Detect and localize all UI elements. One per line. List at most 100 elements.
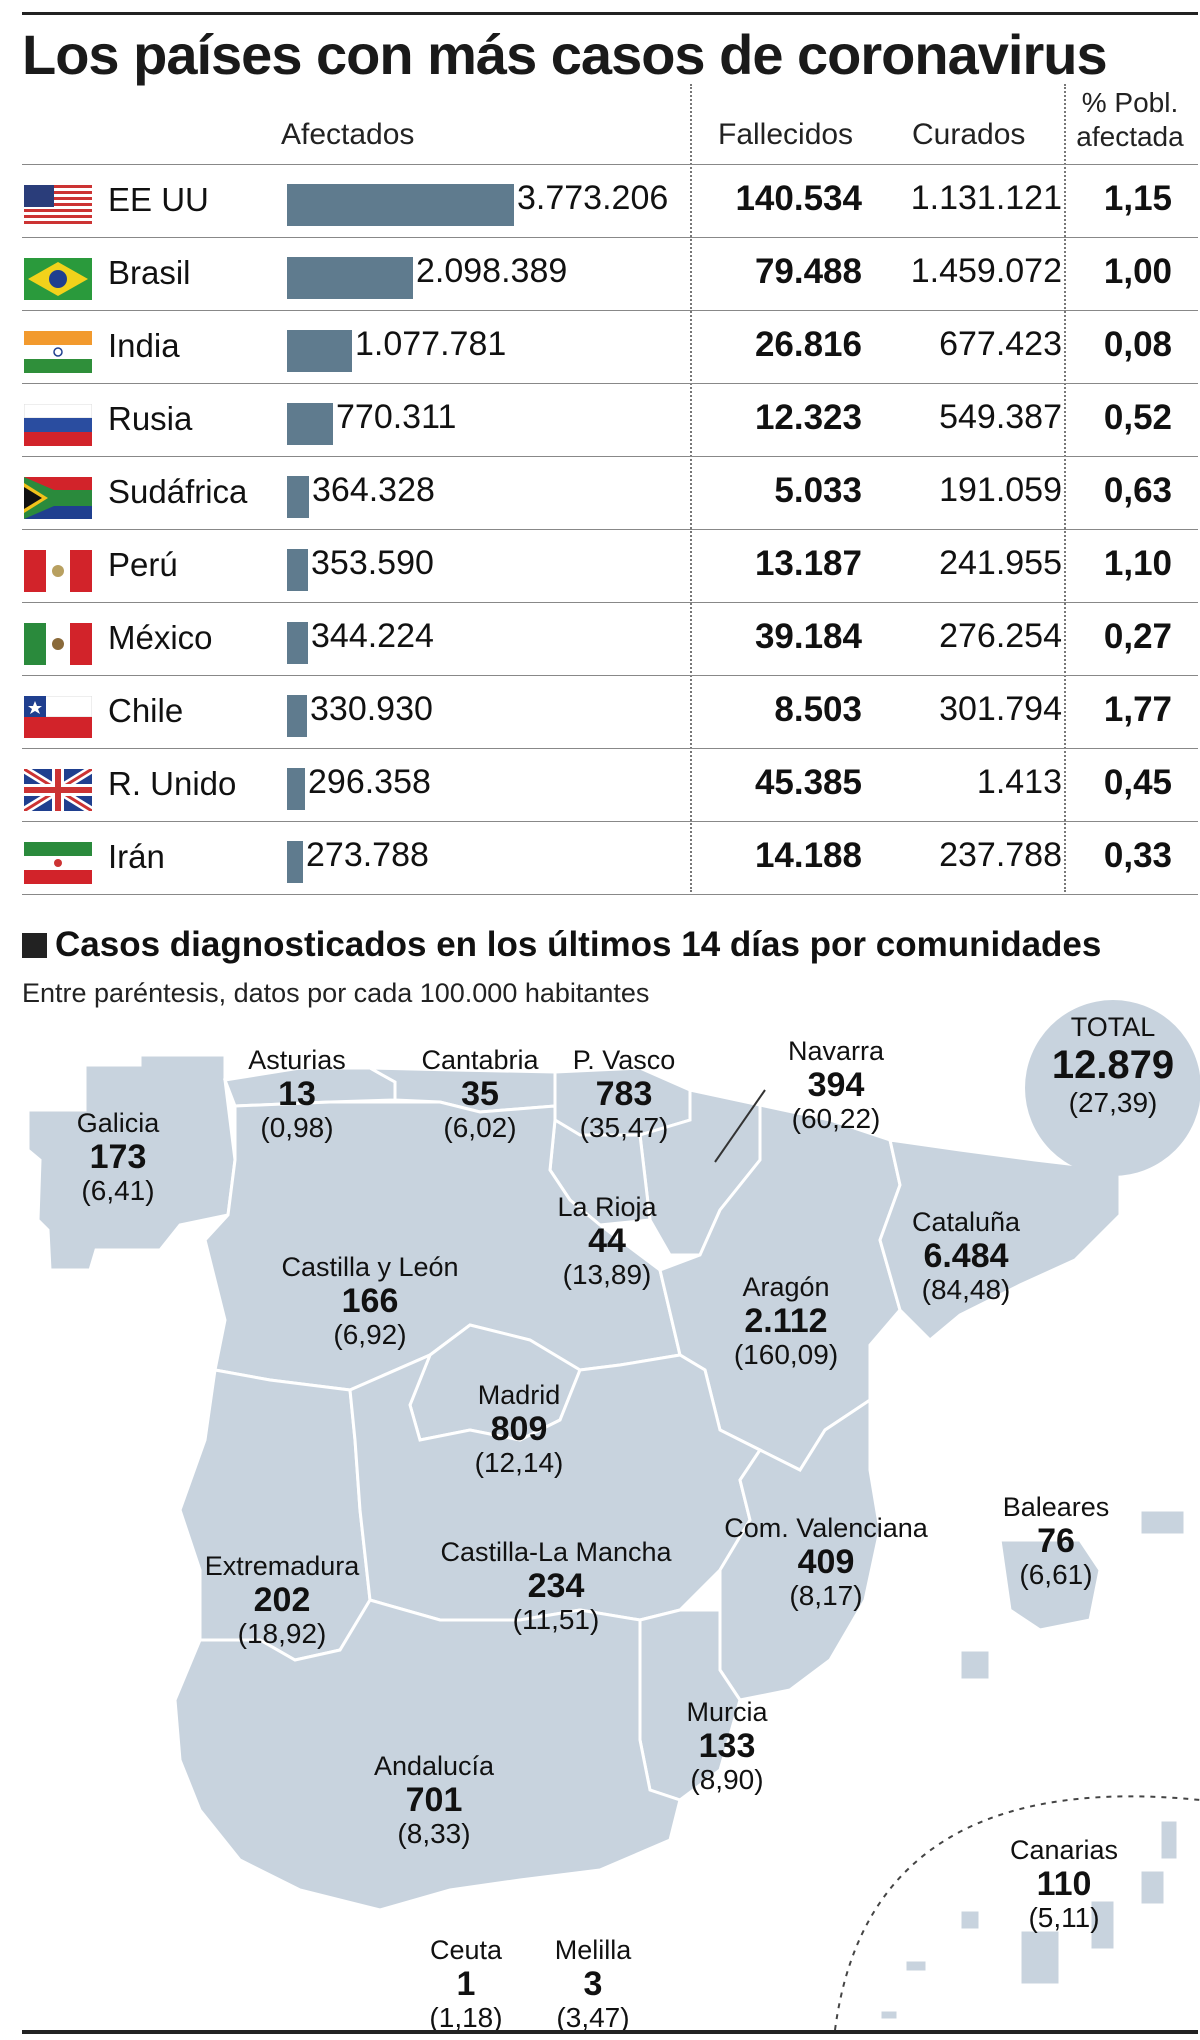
cured-value: 549.387: [939, 398, 1062, 436]
header-pct-line1: % Pobl.: [1081, 87, 1179, 118]
affected-bar: [287, 549, 308, 591]
region-cases: 1: [456, 1965, 476, 2003]
table-row: R. Unido 296.358 45.385 1.413 0,45: [21, 749, 1198, 822]
region-name: Melilla: [554, 1935, 632, 1965]
region-rate: (84,48): [921, 1274, 1011, 1305]
region-rate: (8,90): [690, 1764, 764, 1795]
region-label: Castilla-La Mancha 234 (11,51): [440, 1535, 671, 1637]
top-rule: [22, 12, 1198, 15]
section-title: Casos diagnosticados en los últimos 14 d…: [22, 925, 1101, 965]
region-label: Castilla y León 166 (6,92): [281, 1250, 458, 1352]
affected-bar: [287, 257, 413, 299]
region-cases: 173: [89, 1138, 147, 1176]
table-row: Perú 353.590 13.187 241.955 1,10: [22, 530, 1198, 603]
region-name: Castilla y León: [281, 1252, 459, 1282]
pct-value: 1,10: [1103, 544, 1172, 583]
region-rate: (6,02): [443, 1112, 517, 1143]
affected-value: 3.773.206: [517, 179, 669, 217]
region-cases: 110: [1036, 1865, 1092, 1903]
page-title: Los países con más casos de coronavirus: [22, 23, 1108, 86]
cured-value: 1.459.072: [910, 252, 1062, 290]
region-label: Navarra 394 (60,22): [788, 1034, 884, 1136]
region-rate: (8,17): [789, 1580, 863, 1611]
affected-bar: [287, 476, 309, 518]
region-label: P. Vasco 783 (35,47): [573, 1043, 676, 1145]
affected-bar: [287, 695, 307, 737]
region-cases: 409: [797, 1543, 855, 1581]
total-value: 12.879: [1051, 1043, 1175, 1087]
country-name: Perú: [108, 546, 178, 583]
pct-value: 0,45: [1103, 763, 1172, 802]
table-row: México 344.224 39.184 276.254 0,27: [22, 603, 1198, 676]
region-label: Madrid 809 (12,14): [475, 1378, 564, 1480]
affected-bar: [287, 841, 303, 883]
affected-bar: [287, 330, 352, 372]
brazil-flag-icon: [24, 258, 92, 300]
deaths-value: 12.323: [754, 398, 862, 437]
region-name: Extremadura: [204, 1551, 360, 1581]
country-name: México: [108, 619, 213, 656]
region-name: Madrid: [477, 1380, 561, 1410]
affected-value: 344.224: [311, 617, 434, 655]
deaths-value: 14.188: [754, 836, 862, 875]
deaths-value: 13.187: [754, 544, 862, 583]
affected-bar: [287, 184, 514, 226]
header-cured: Curados: [912, 118, 1026, 151]
column-divider: [1064, 84, 1066, 892]
affected-value: 330.930: [310, 690, 433, 728]
region-cases: 166: [341, 1282, 399, 1320]
region-label: Canarias 110 (5,11): [1010, 1833, 1118, 1935]
map-cataluna: [878, 1138, 1122, 1343]
cured-value: 677.423: [939, 325, 1062, 363]
pct-value: 0,52: [1103, 398, 1172, 437]
iran-flag-icon: [24, 842, 92, 884]
deaths-value: 8.503: [774, 690, 862, 729]
header-affected: Afectados: [281, 118, 415, 151]
region-label: Andalucía 701 (8,33): [374, 1749, 494, 1851]
table-row: EE UU 3.773.206 140.534 1.131.121 1,15: [22, 165, 1198, 238]
region-name: Canarias: [1009, 1835, 1119, 1865]
column-divider: [690, 84, 692, 892]
country-name: Irán: [108, 838, 165, 875]
header-deaths: Fallecidos: [718, 118, 854, 151]
region-rate: (0,98): [260, 1112, 334, 1143]
region-rate: (6,92): [333, 1319, 407, 1350]
affected-value: 2.098.389: [416, 252, 568, 290]
navarra-leader-line: [714, 1089, 766, 1163]
affected-value: 1.077.781: [355, 325, 507, 363]
region-label: Ceuta 1 (1,18): [429, 1933, 502, 2035]
region-cases: 783: [595, 1075, 653, 1113]
cured-value: 237.788: [939, 836, 1062, 874]
deaths-value: 26.816: [754, 325, 862, 364]
country-name: Brasil: [108, 254, 191, 291]
region-cases: 701: [405, 1781, 463, 1819]
cured-value: 241.955: [939, 544, 1062, 582]
region-name: Aragón: [742, 1272, 830, 1302]
region-name: La Rioja: [557, 1192, 657, 1222]
affected-bar: [287, 622, 308, 664]
map-canarias-1: [903, 1958, 929, 1974]
row-divider: [22, 310, 1198, 311]
affected-bar: [287, 768, 305, 810]
cured-value: 1.413: [976, 763, 1062, 801]
region-cases: 3: [583, 1965, 603, 2003]
region-label: Asturias 13 (0,98): [248, 1043, 346, 1145]
country-name: R. Unido: [108, 765, 237, 802]
region-rate: (12,14): [474, 1447, 564, 1478]
affected-bar: [287, 403, 333, 445]
region-rate: (35,47): [579, 1112, 669, 1143]
square-bullet-icon: [22, 933, 47, 958]
region-label: Baleares 76 (6,61): [1003, 1490, 1110, 1592]
map-canarias-4: [1088, 1898, 1117, 1952]
table-row: Sudáfrica 364.328 5.033 191.059 0,63: [22, 457, 1198, 530]
header-pct: % Pobl. afectada: [1066, 86, 1194, 154]
region-name: Ceuta: [429, 1935, 503, 1965]
region-cases: 394: [807, 1066, 865, 1104]
deaths-value: 45.385: [754, 763, 862, 802]
country-name: Chile: [108, 692, 184, 729]
table-row: Irán 273.788 14.188 237.788 0,33: [22, 822, 1198, 895]
region-rate: (18,92): [237, 1618, 327, 1649]
region-rate: (5,11): [1028, 1902, 1100, 1933]
russia-flag-icon: [23, 403, 93, 446]
region-label: Melilla 3 (3,47): [555, 1933, 632, 2035]
